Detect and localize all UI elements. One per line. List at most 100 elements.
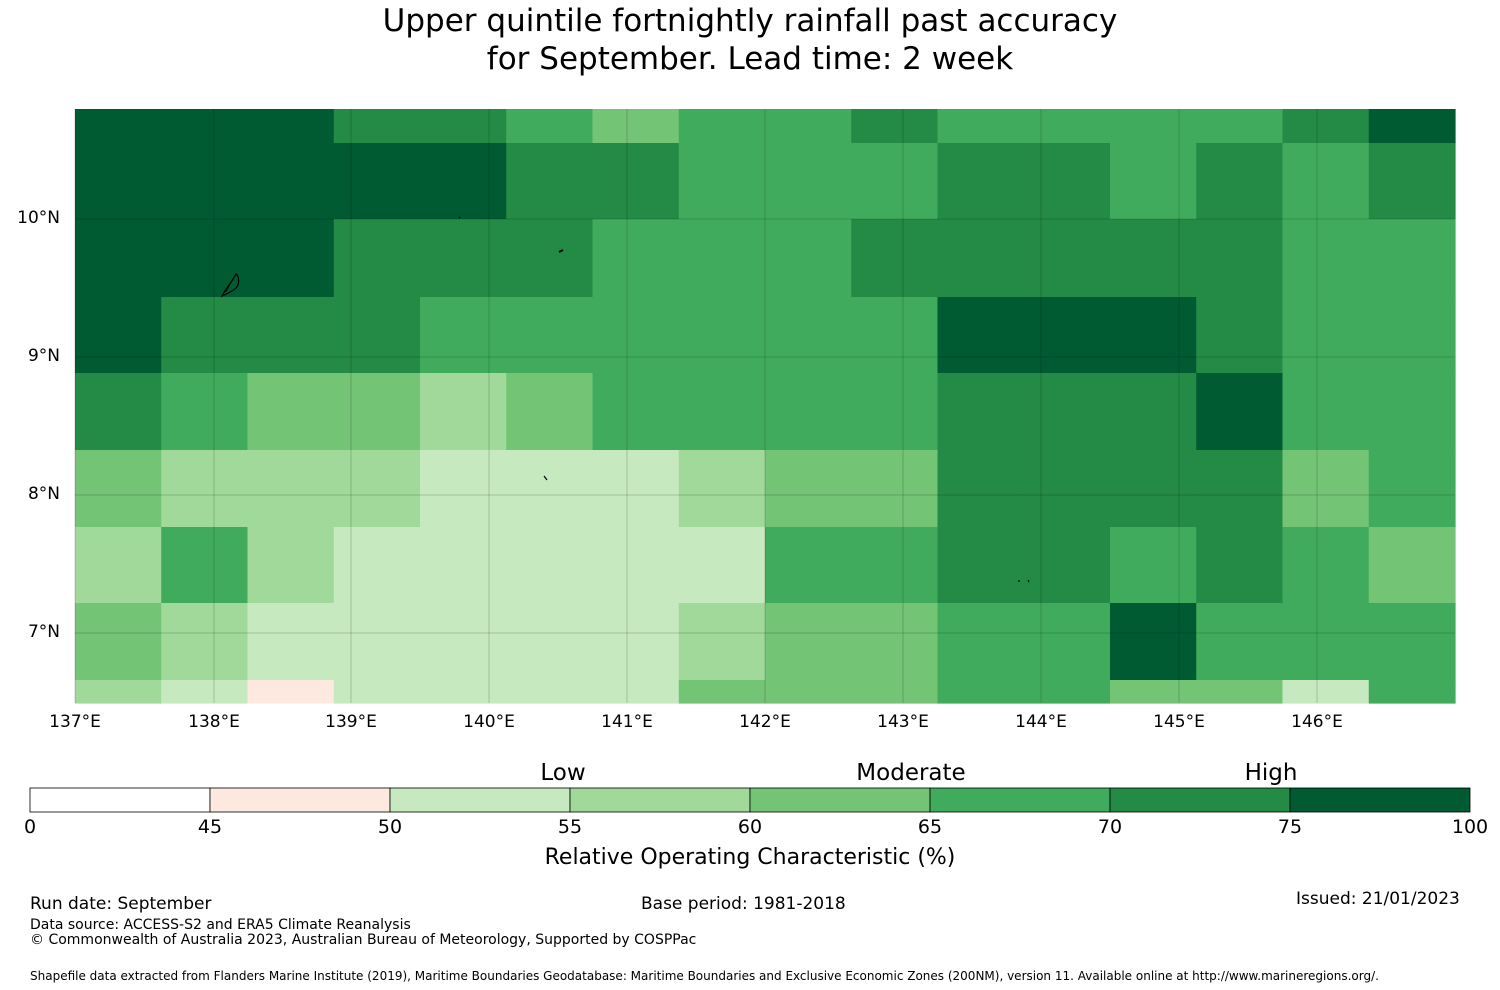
grid-cell	[333, 297, 421, 374]
grid-cell	[420, 527, 507, 604]
grid-cell	[937, 373, 1025, 451]
colorbar-tick-label: 100	[1451, 816, 1489, 838]
grid-cell	[1368, 527, 1456, 604]
grid-cell	[506, 297, 594, 374]
island-outlines	[220, 216, 1030, 583]
grid-cell	[765, 297, 852, 374]
grid-cell	[678, 450, 766, 528]
grid-cell	[937, 143, 1025, 220]
grid-cell	[851, 603, 939, 681]
grid-cell	[420, 680, 507, 704]
grid-cell	[592, 219, 680, 298]
grid-cell	[420, 143, 507, 220]
grid-cell	[247, 109, 335, 144]
grid-cell	[1368, 450, 1456, 528]
category-low: Low	[540, 760, 586, 786]
grid-cell	[1196, 680, 1284, 704]
grid-cell	[1023, 143, 1111, 220]
longitude-label: 143°E	[877, 712, 929, 732]
issued-date: Issued: 21/01/2023	[1296, 889, 1460, 909]
colorbar-tick-label: 0	[23, 816, 37, 838]
grid-cell	[1110, 143, 1197, 220]
grid-cell	[161, 297, 249, 374]
colorbar-segment	[749, 787, 931, 813]
grid-cell	[678, 109, 766, 144]
grid-cell	[765, 680, 852, 704]
grid-cell	[1196, 219, 1284, 298]
grid-cell	[592, 680, 680, 704]
grid-cell	[75, 373, 162, 451]
grid-cell	[678, 373, 766, 451]
grid-cell	[592, 143, 680, 220]
latitude-label: 7°N	[27, 622, 60, 642]
colorbar-label: Relative Operating Characteristic (%)	[544, 845, 956, 870]
grid-cell	[1110, 603, 1197, 681]
grid-cell	[506, 680, 594, 704]
grid-cell	[75, 450, 162, 528]
grid-cell	[1282, 603, 1370, 681]
grid-cell	[765, 450, 852, 528]
grid-cell	[506, 527, 594, 604]
grid-cell	[765, 603, 852, 681]
grid-cell	[506, 450, 594, 528]
latitude-label: 8°N	[27, 484, 60, 504]
grid-cell	[161, 143, 249, 220]
colorbar-tick-label: 55	[557, 816, 583, 838]
grid-cell	[1023, 450, 1111, 528]
grid-cell	[247, 680, 335, 704]
island-outline	[543, 475, 548, 481]
island-outline	[458, 216, 461, 219]
grid-cell	[75, 297, 162, 374]
grid-cell	[506, 143, 594, 220]
island-outline	[225, 278, 234, 293]
grid-cell	[851, 143, 939, 220]
grid-cell	[247, 603, 335, 681]
grid-cell	[678, 680, 766, 704]
grid-cell	[247, 219, 335, 298]
grid-cell	[1196, 450, 1284, 528]
grid-cell	[506, 603, 594, 681]
grid-cell	[161, 109, 249, 144]
grid-cell	[333, 450, 421, 528]
grid-cell	[506, 109, 594, 144]
grid-cell	[506, 219, 594, 298]
longitude-label: 140°E	[463, 712, 515, 732]
grid-cell	[1023, 680, 1111, 704]
grid-cell	[765, 527, 852, 604]
colorbar-segment	[569, 787, 751, 813]
grid-cell	[1110, 373, 1197, 451]
grid-cell	[851, 450, 939, 528]
colorbar-segment	[389, 787, 571, 813]
grid-cell	[1110, 450, 1197, 528]
grid-cell	[765, 219, 852, 298]
grid-cell	[592, 603, 680, 681]
grid-cell	[247, 527, 335, 604]
grid-cell	[1368, 109, 1456, 144]
grid-cell	[937, 297, 1025, 374]
grid-cell	[333, 373, 421, 451]
colorbar-segment	[209, 787, 391, 813]
grid-cell	[851, 373, 939, 451]
grid-cell	[75, 527, 162, 604]
grid-cell	[75, 603, 162, 681]
longitude-label: 146°E	[1291, 712, 1343, 732]
grid-cell	[161, 603, 249, 681]
grid-cell	[1368, 219, 1456, 298]
grid-cell	[592, 373, 680, 451]
colorbar-tick-label: 60	[737, 816, 763, 838]
grid-cell	[1196, 297, 1284, 374]
grid-cell	[1110, 527, 1197, 604]
grid-cell	[75, 219, 162, 298]
grid-cell	[1196, 109, 1284, 144]
grid-cell	[247, 373, 335, 451]
shapefile-note: Shapefile data extracted from Flanders M…	[30, 969, 1379, 983]
grid-cell	[1110, 297, 1197, 374]
grid-cell	[1368, 603, 1456, 681]
grid-cell	[1368, 680, 1456, 704]
grid-cell	[937, 527, 1025, 604]
grid-cell	[420, 219, 507, 298]
grid-cell	[592, 297, 680, 374]
colorbar-tick-label: 75	[1277, 816, 1303, 838]
grid-cell	[161, 527, 249, 604]
grid-cell	[1196, 527, 1284, 604]
